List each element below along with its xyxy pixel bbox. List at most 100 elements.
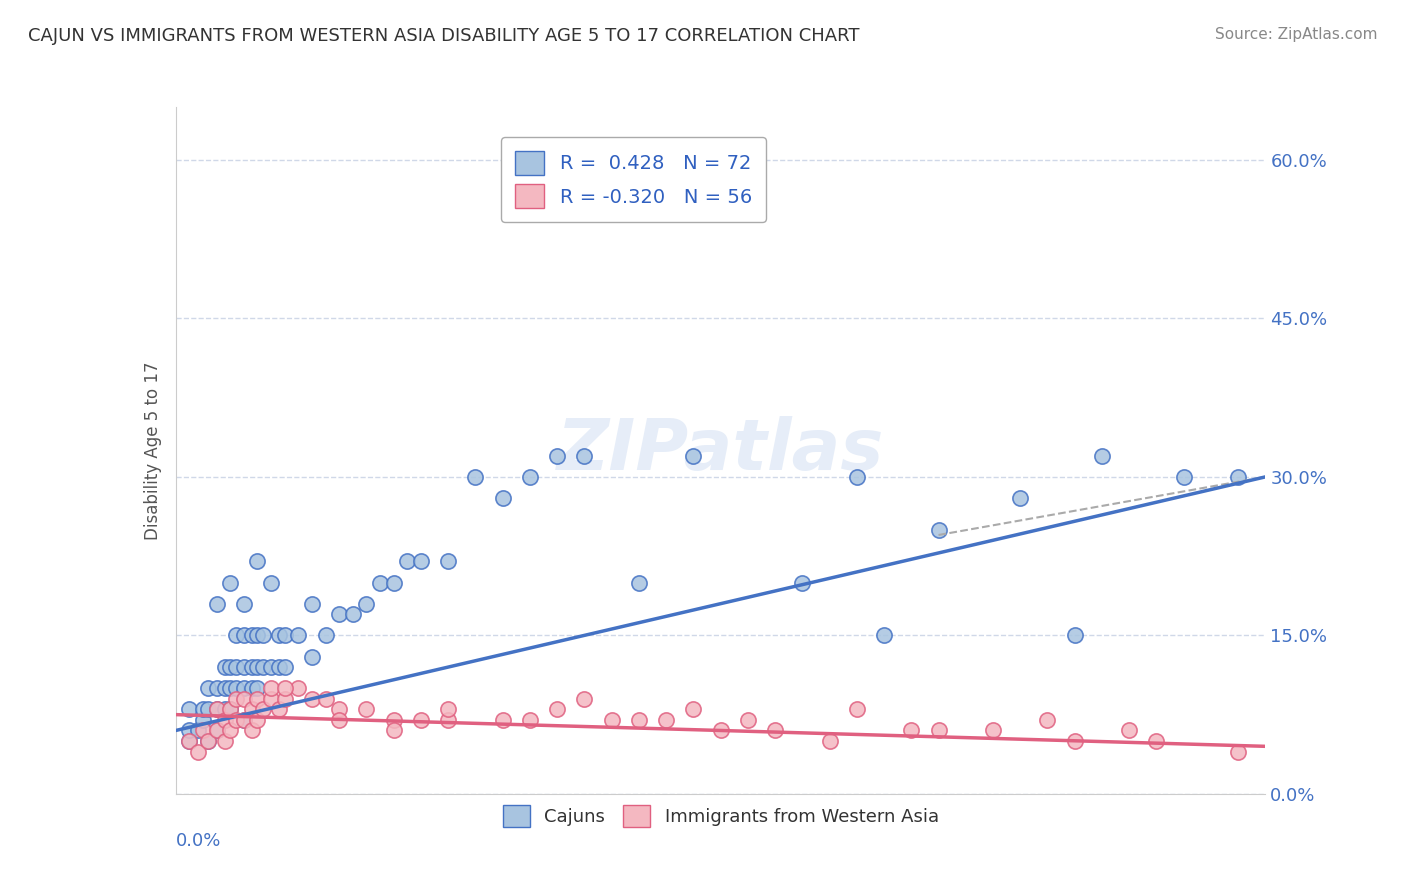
Point (197, 734, 219, 748)
Point (179, 734, 201, 748)
Point (214, 702, 236, 716)
Point (260, 681, 283, 696)
Point (232, 681, 254, 696)
Point (205, 723, 228, 738)
Point (197, 734, 219, 748)
Point (600, 713, 623, 727)
Point (252, 660, 274, 674)
Point (225, 681, 247, 696)
Point (382, 575, 405, 590)
Point (1063, 734, 1085, 748)
Point (232, 628, 254, 642)
Point (214, 734, 236, 748)
Point (225, 691, 247, 706)
Point (737, 205, 759, 219)
Point (240, 628, 263, 642)
Point (1227, 470, 1250, 484)
Point (205, 702, 228, 716)
Point (225, 660, 247, 674)
Point (356, 702, 378, 716)
Point (252, 628, 274, 642)
Point (287, 681, 309, 696)
Point (519, 713, 541, 727)
Point (315, 691, 337, 706)
Point (574, 691, 596, 706)
Point (274, 660, 297, 674)
Point (269, 660, 291, 674)
Point (1173, 470, 1195, 484)
Point (1010, 491, 1032, 505)
Point (205, 681, 228, 696)
Point (328, 702, 350, 716)
Point (396, 554, 419, 568)
Point (205, 597, 228, 611)
Point (186, 723, 209, 738)
Point (252, 702, 274, 716)
Point (928, 723, 950, 738)
Point (1118, 723, 1140, 738)
Point (232, 713, 254, 727)
Point (464, 470, 486, 484)
Point (519, 470, 541, 484)
Point (287, 628, 309, 642)
Point (546, 449, 568, 463)
Point (191, 702, 214, 716)
Point (246, 554, 269, 568)
Point (682, 702, 704, 716)
Point (382, 723, 405, 738)
Point (246, 660, 269, 674)
Point (191, 713, 214, 727)
Point (205, 723, 228, 738)
Point (710, 723, 733, 738)
Point (214, 681, 236, 696)
Point (186, 745, 209, 759)
Point (981, 723, 1004, 738)
Point (260, 691, 283, 706)
Point (197, 681, 219, 696)
Text: ZIPatlas: ZIPatlas (557, 416, 884, 485)
Point (274, 681, 297, 696)
Point (225, 628, 247, 642)
Point (232, 597, 254, 611)
Text: 0.0%: 0.0% (176, 831, 221, 850)
Point (197, 702, 219, 716)
Point (873, 628, 896, 642)
Point (214, 660, 236, 674)
Point (437, 702, 460, 716)
Point (191, 723, 214, 738)
Point (1063, 628, 1085, 642)
Point (409, 713, 432, 727)
Point (1036, 713, 1059, 727)
Point (260, 575, 283, 590)
Point (240, 660, 263, 674)
Point (342, 607, 364, 622)
Point (356, 597, 378, 611)
Point (219, 575, 242, 590)
Point (928, 523, 950, 537)
Point (437, 713, 460, 727)
Point (492, 491, 515, 505)
Point (232, 660, 254, 674)
Point (546, 702, 568, 716)
Point (269, 702, 291, 716)
Point (655, 713, 678, 727)
Point (301, 649, 323, 664)
Point (315, 628, 337, 642)
Point (328, 607, 350, 622)
Point (219, 681, 242, 696)
Text: CAJUN VS IMMIGRANTS FROM WESTERN ASIA DISABILITY AGE 5 TO 17 CORRELATION CHART: CAJUN VS IMMIGRANTS FROM WESTERN ASIA DI… (28, 27, 859, 45)
Point (219, 723, 242, 738)
Point (219, 702, 242, 716)
Point (246, 713, 269, 727)
Point (232, 691, 254, 706)
Point (845, 702, 868, 716)
Point (219, 660, 242, 674)
Point (627, 575, 650, 590)
Legend: Cajuns, Immigrants from Western Asia: Cajuns, Immigrants from Western Asia (489, 792, 952, 839)
Point (179, 723, 201, 738)
Point (301, 691, 323, 706)
Y-axis label: Disability Age 5 to 17: Disability Age 5 to 17 (143, 361, 162, 540)
Point (763, 723, 786, 738)
Text: Source: ZipAtlas.com: Source: ZipAtlas.com (1215, 27, 1378, 42)
Point (1144, 734, 1167, 748)
